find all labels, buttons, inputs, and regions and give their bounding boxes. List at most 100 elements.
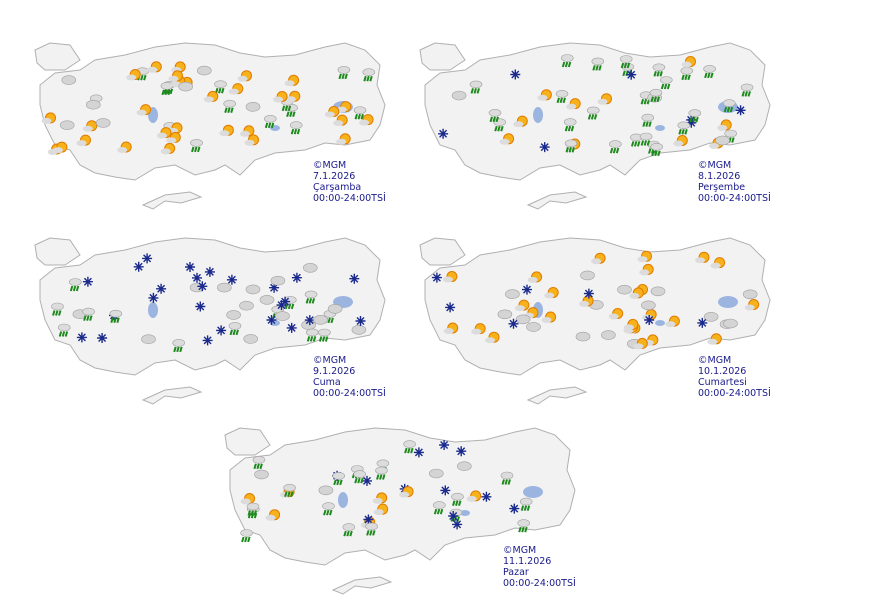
rain-drops [653,71,663,77]
snowflake [97,333,108,343]
cloud [302,262,318,273]
label-date: 10.1.2026 [698,366,746,377]
weather-icon [608,308,624,320]
label-day: Çarşamba [313,182,361,193]
weather-icon [254,469,269,480]
snowflake [644,315,655,325]
cloud [650,143,663,151]
cloud [68,278,82,286]
cloud [214,80,227,89]
cloud [597,98,608,105]
cloud [681,61,692,68]
cloud [51,302,64,311]
weather-icon [291,272,302,283]
cloud [332,472,345,480]
rain-drops [286,111,296,117]
weather-icon [337,66,351,80]
weather-icon [488,109,502,123]
weather-icon [342,523,356,537]
snowflake [291,272,302,283]
weather-icon [264,115,277,129]
cloud [744,304,755,311]
weather-icon [304,290,318,304]
weather-icon [353,106,367,120]
weather-icon [286,322,297,333]
weather-icon [652,63,666,77]
weather-icon [289,121,303,135]
weather-icon [68,278,82,292]
weather-icon [285,90,301,103]
cloud [564,139,578,148]
cloud [485,337,495,344]
cloud [677,121,691,130]
cloud [217,282,232,293]
snowflake [583,288,594,299]
weather-icon [333,114,348,127]
cloud [639,132,653,141]
weather-icon [703,312,719,322]
rain-drops [333,479,343,486]
weather-icon [448,511,459,521]
cloud [641,300,656,311]
cloud [147,66,158,73]
lake [655,125,665,131]
cloud [466,495,477,502]
rain-drops [247,510,257,516]
rain-drops [224,107,234,113]
weather-icon [505,289,520,299]
weather-icon [629,287,644,299]
cloud [709,143,719,149]
snowflake [439,440,450,450]
rain-drops [470,88,480,94]
rain-drops [338,73,348,80]
rain-drops [494,125,504,132]
snowflake [510,69,521,80]
cloud [342,523,356,531]
cloud [228,322,242,330]
cloud [514,305,525,312]
cloud [365,522,378,531]
cloud [359,119,370,126]
weather-icon [228,83,244,95]
cloud [305,328,319,337]
cloud [505,289,520,299]
weather-icon [166,131,181,144]
cloud [527,276,538,283]
snowflake [156,283,167,294]
cloud [499,138,510,145]
rain-drops [518,526,528,533]
cloud [240,529,253,537]
weather-icon [633,337,648,350]
cloud [609,140,622,148]
weather-icon [327,304,343,314]
weather-icon [192,272,202,283]
weather-icon [157,127,172,139]
cloud [59,120,75,130]
label-copyright: ©MGM [698,355,731,366]
cloud [117,147,128,153]
cloud [376,459,390,468]
cloud [318,328,331,337]
weather-icon [126,69,141,81]
weather-icon [302,262,318,273]
weather-icon [519,497,533,511]
cloud [141,334,156,344]
cloud [270,275,286,286]
cloud [239,130,250,137]
weather-icon [228,322,242,336]
cloud [313,315,328,325]
weather-icon [280,296,291,307]
weather-icon [639,263,654,276]
rain-drops [354,113,364,120]
rain-drops [689,116,699,123]
label-date: 11.1.2026 [503,556,551,567]
cloud [82,307,95,316]
weather-icon [630,133,643,147]
weather-icon [284,74,300,87]
snowflake [148,292,159,303]
weather-icon [707,333,722,345]
weather-icon [237,70,252,82]
cyprus-shape [526,386,588,405]
